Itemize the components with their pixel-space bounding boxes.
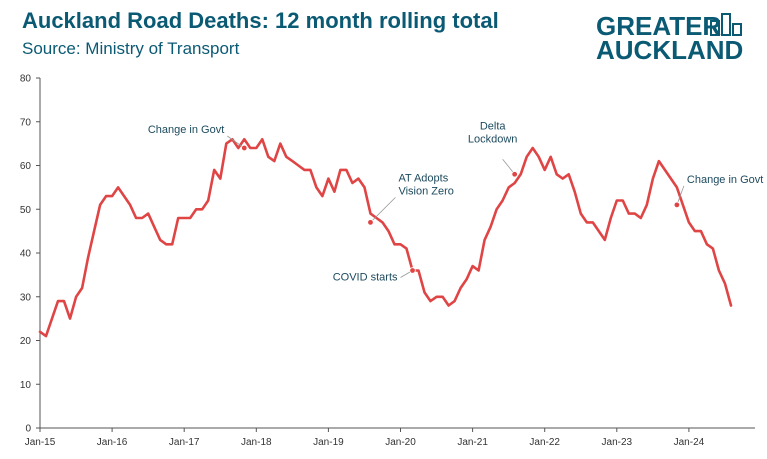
annotation-label-line: AT Adopts (398, 172, 448, 184)
logo-line-2: AUCKLAND (596, 35, 744, 65)
annotation-label: Delta Lockdown (468, 120, 518, 145)
annotation-label: Change in Govt (687, 174, 763, 186)
x-tick-label: Jan-21 (457, 437, 488, 448)
annotation-label: Change in Govt (148, 124, 224, 136)
y-tick-label: 50 (20, 205, 32, 216)
annotation-leader (370, 197, 396, 223)
annotation-point (367, 219, 374, 226)
y-tick-label: 80 (20, 74, 32, 85)
x-tick-label: Jan-24 (674, 437, 705, 448)
chart-subtitle: Source: Ministry of Transport (22, 39, 240, 58)
y-tick-label: 0 (25, 424, 31, 435)
y-tick-label: 70 (20, 117, 32, 128)
annotation-label-line: Change in Govt (148, 124, 224, 136)
x-tick-label: Jan-19 (313, 437, 344, 448)
y-tick-label: 30 (20, 292, 32, 303)
x-tick-label: Jan-16 (97, 437, 128, 448)
chart-title: Auckland Road Deaths: 12 month rolling t… (22, 8, 499, 33)
y-tick-label: 40 (20, 249, 32, 260)
x-tick-label: Jan-20 (385, 437, 416, 448)
annotation-point (409, 267, 416, 274)
annotation-leader (227, 135, 245, 149)
annotation-label-line: Vision Zero (398, 185, 453, 197)
x-tick-label: Jan-22 (529, 437, 560, 448)
annotation-point (511, 171, 518, 178)
annotation-leader (676, 185, 685, 206)
greater-auckland-logo: GREATER AUCKLAND (594, 13, 754, 63)
logo-line-1: GREATER (596, 11, 722, 41)
annotation-label-line: COVID starts (333, 272, 398, 284)
annotation-label-line: Delta (480, 120, 507, 132)
annotation-label-line: Change in Govt (687, 174, 763, 186)
annotation-label: COVID starts (333, 272, 398, 284)
y-tick-label: 20 (20, 336, 32, 347)
annotation-label: AT Adopts Vision Zero (398, 172, 453, 197)
x-tick-label: Jan-18 (241, 437, 272, 448)
annotation-point (241, 144, 248, 152)
series-line (38, 138, 733, 338)
y-tick-label: 60 (20, 161, 32, 172)
annotation-label-line: Lockdown (468, 133, 518, 145)
x-tick-label: Jan-15 (25, 437, 56, 448)
skyline-icon (710, 13, 742, 36)
annotation-leader (502, 159, 515, 175)
x-tick-label: Jan-23 (602, 437, 633, 448)
y-tick-label: 10 (20, 380, 32, 391)
annotation-point (673, 201, 681, 209)
x-tick-label: Jan-17 (169, 437, 200, 448)
